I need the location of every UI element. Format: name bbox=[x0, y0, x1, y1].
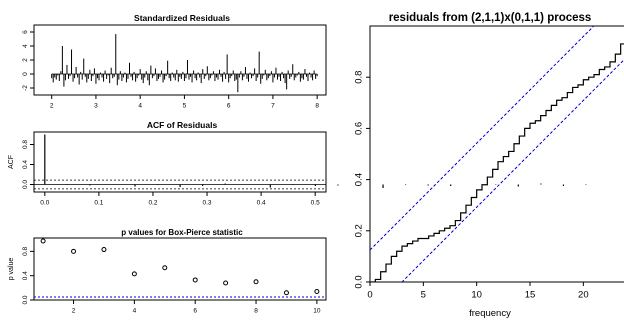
box-pierce-plot-frame bbox=[33, 237, 327, 301]
acf-y-tick-label: 0.8 bbox=[22, 140, 29, 149]
box-pierce-x-tick-label: 8 bbox=[254, 308, 258, 315]
lower-bound-line bbox=[401, 59, 624, 282]
box-pierce-y-tick-label: 0.0 bbox=[22, 295, 29, 304]
residuals-y-tick-label: 2 bbox=[22, 58, 29, 62]
upper-bound-line bbox=[370, 26, 595, 251]
acf-ylabel: ACF bbox=[8, 155, 15, 169]
box-pierce-x-tick-label: 4 bbox=[133, 308, 137, 315]
acf-x-tick-label: 0.0 bbox=[40, 200, 49, 207]
acf-x-tick-label: 0.3 bbox=[203, 200, 212, 207]
acf-bars bbox=[34, 134, 587, 190]
cumulative-periodogram-line bbox=[370, 43, 624, 282]
periodogram-plot-frame bbox=[369, 25, 624, 283]
residuals-x-tick-label: 6 bbox=[227, 103, 231, 110]
acf-x-tick-label: 0.4 bbox=[257, 200, 266, 207]
residuals-y-tick-label: -2 bbox=[22, 85, 29, 91]
periodogram-y-tick-label: 0.8 bbox=[353, 71, 364, 84]
box-pierce-points bbox=[34, 238, 326, 298]
periodogram-x-tick-label: 0 bbox=[367, 290, 372, 301]
periodogram-marks bbox=[370, 26, 624, 282]
residuals-y-tick-label: 4 bbox=[22, 44, 29, 48]
periodogram-axes: 0 5 10 15 20 0.0 0.2 0.4 0.6 0.8 bbox=[353, 71, 588, 301]
acf-panel: ACF of Residuals ACF 0.0 0.1 0.2 0.3 0.4 0.50… bbox=[8, 120, 587, 207]
box-pierce-title: p values for Box-Pierce statistic bbox=[121, 228, 243, 237]
box-pierce-y-tick-label: 0.8 bbox=[22, 246, 29, 255]
p-value-point bbox=[314, 288, 320, 294]
residuals-title: Standardized Residuals bbox=[134, 13, 230, 23]
periodogram-x-tick-label: 10 bbox=[471, 290, 482, 301]
box-pierce-x-tick-label: 10 bbox=[313, 308, 321, 315]
periodogram-y-tick-label: 0.4 bbox=[353, 173, 364, 186]
p-value-point bbox=[283, 290, 289, 296]
box-pierce-x-tick-label: 6 bbox=[193, 308, 197, 315]
p-value-point bbox=[131, 271, 137, 277]
periodogram-x-tick-label: 5 bbox=[421, 290, 426, 301]
acf-x-tick-label: 0.2 bbox=[148, 200, 157, 207]
residuals-x-tick-label: 4 bbox=[138, 103, 142, 110]
residuals-x-tick-label: 5 bbox=[183, 103, 187, 110]
periodogram-y-tick-label: 0.6 bbox=[353, 122, 364, 135]
residuals-plot-frame bbox=[33, 24, 327, 96]
p-value-point bbox=[192, 277, 198, 283]
box-pierce-y-tick-label: 0.4 bbox=[22, 271, 29, 280]
p-value-point bbox=[223, 280, 229, 286]
standardized-residuals-panel: Standardized Residuals 2 3 4 5 6 7 8 -2 0 2 4 6 bbox=[22, 13, 327, 110]
periodogram-y-tick-label: 0.0 bbox=[353, 275, 364, 288]
box-pierce-x-tick-label: 2 bbox=[72, 308, 76, 315]
periodogram-title: residuals from (2,1,1)x(0,1,1) process bbox=[389, 12, 592, 24]
residuals-x-tick-label: 8 bbox=[315, 103, 319, 110]
p-value-point bbox=[162, 265, 168, 271]
acf-title: ACF of Residuals bbox=[147, 120, 218, 130]
residuals-axes: 2 3 4 5 6 7 8 -2 0 2 4 6 bbox=[22, 30, 320, 110]
periodogram-xlabel: frequency bbox=[469, 308, 511, 319]
cumulative-periodogram-panel: residuals from (2,1,1)x(0,1,1) process f… bbox=[353, 12, 624, 319]
residuals-x-tick-label: 3 bbox=[94, 103, 98, 110]
acf-x-tick-label: 0.5 bbox=[311, 200, 320, 207]
acf-plot-frame bbox=[33, 131, 327, 193]
acf-axes: 0.0 0.1 0.2 0.3 0.4 0.5 0.0 0.4 0.8 bbox=[22, 140, 320, 207]
p-value-point bbox=[71, 248, 77, 254]
residuals-bars bbox=[51, 34, 318, 93]
residuals-y-tick-label: 6 bbox=[22, 30, 29, 34]
periodogram-x-tick-label: 20 bbox=[578, 290, 589, 301]
box-pierce-ylabel: p value bbox=[8, 258, 15, 281]
residuals-x-tick-label: 2 bbox=[50, 103, 54, 110]
p-value-point bbox=[40, 238, 46, 244]
periodogram-clip-group bbox=[370, 26, 624, 282]
box-pierce-panel: p values for Box-Pierce statistic p valu… bbox=[8, 228, 327, 315]
residuals-x-tick-label: 7 bbox=[271, 103, 275, 110]
periodogram-x-tick-label: 15 bbox=[525, 290, 536, 301]
acf-y-tick-label: 0.0 bbox=[22, 180, 29, 189]
acf-y-tick-label: 0.4 bbox=[22, 160, 29, 169]
p-value-point bbox=[253, 279, 259, 285]
residuals-y-tick-label: 0 bbox=[22, 72, 29, 76]
periodogram-y-tick-label: 0.2 bbox=[353, 224, 364, 237]
acf-x-tick-label: 0.1 bbox=[94, 200, 103, 207]
box-pierce-axes: 2 4 6 8 10 0.0 0.4 0.8 bbox=[22, 246, 321, 314]
p-value-point bbox=[101, 247, 107, 253]
